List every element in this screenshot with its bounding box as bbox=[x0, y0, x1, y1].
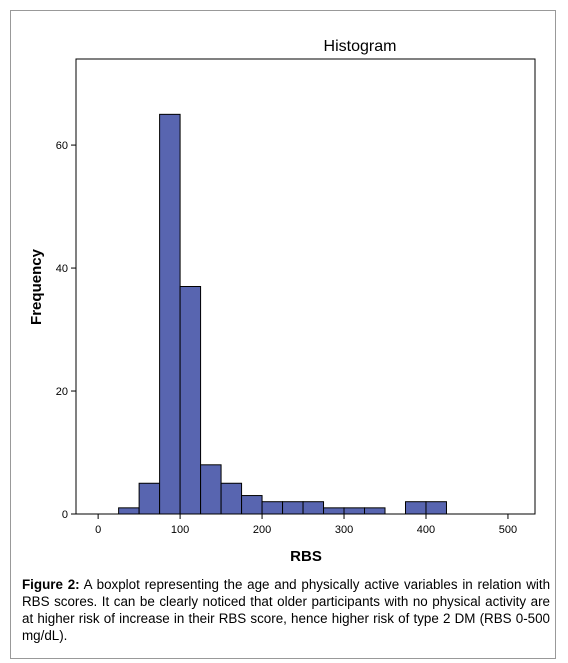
caption: Figure 2: A boxplot representing the age… bbox=[22, 576, 550, 644]
chart: Histogram RBS Frequency 0 20 40 60 0 100 200 30… bbox=[28, 38, 536, 565]
x-tick-label: 300 bbox=[335, 524, 353, 536]
x-tick-label: 0 bbox=[95, 524, 101, 536]
y-tick-label: 40 bbox=[56, 263, 68, 275]
y-tick-label: 20 bbox=[56, 386, 68, 398]
bar bbox=[220, 482, 243, 515]
bar bbox=[118, 507, 140, 515]
figure-frame bbox=[10, 10, 556, 659]
y-tick-label: 60 bbox=[56, 140, 68, 152]
x-axis-label: RBS bbox=[290, 548, 322, 565]
bar bbox=[200, 464, 222, 515]
bar bbox=[241, 495, 263, 515]
bar bbox=[404, 501, 427, 515]
y-tick-label: 0 bbox=[62, 509, 68, 521]
chart-title: Histogram bbox=[324, 38, 397, 55]
bar bbox=[364, 507, 386, 515]
bar bbox=[323, 507, 345, 515]
bar bbox=[138, 482, 161, 515]
y-axis-label: Frequency bbox=[28, 248, 45, 325]
bar bbox=[159, 113, 181, 515]
bar bbox=[302, 501, 325, 515]
x-tick-label: 500 bbox=[499, 524, 517, 536]
plot-border bbox=[75, 58, 536, 515]
bar bbox=[343, 507, 366, 515]
caption-text: A boxplot representing the age and physi… bbox=[22, 577, 551, 643]
bar bbox=[282, 501, 304, 515]
x-tick-label: 100 bbox=[171, 524, 189, 536]
bar bbox=[425, 501, 447, 515]
x-tick-label: 400 bbox=[417, 524, 435, 536]
bar bbox=[179, 286, 202, 515]
bar bbox=[261, 501, 284, 515]
x-tick-label: 200 bbox=[253, 524, 271, 536]
caption-label: Figure 2: bbox=[22, 577, 80, 592]
